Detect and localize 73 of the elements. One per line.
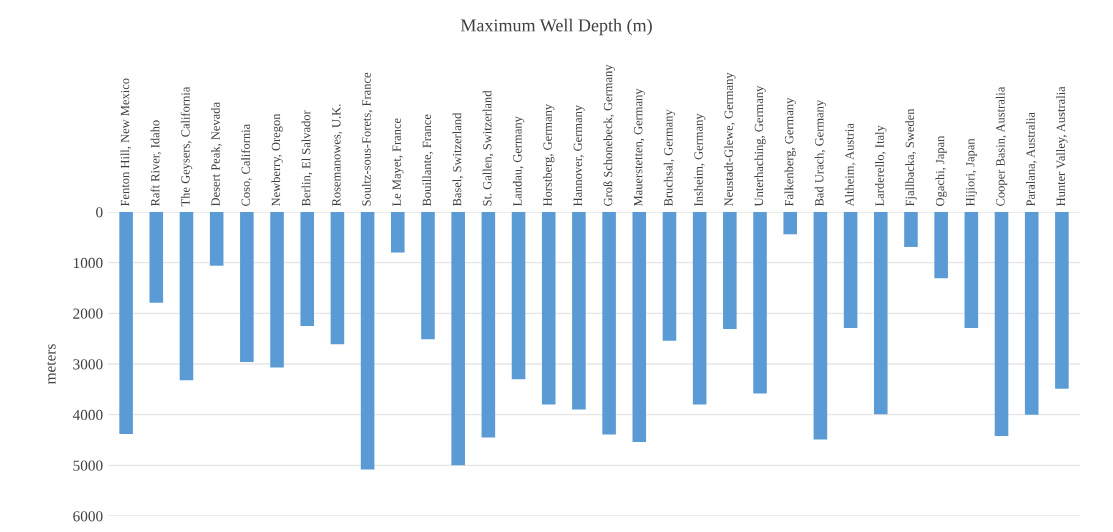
x-tick-label: Groß Schonebeck, Germany	[603, 64, 615, 206]
bar	[753, 212, 767, 394]
x-tick-label: Mauerstetten, Germany	[633, 88, 645, 207]
x-tick-label: Bruchsal, Germany	[663, 109, 676, 207]
y-tick-label: 0	[96, 207, 103, 218]
bar	[209, 212, 224, 266]
x-tick-label: Soultz-sous-Forets, France	[361, 72, 373, 206]
bar	[451, 212, 465, 466]
x-tick-label: Fjallbacka, Sweden	[905, 108, 917, 207]
bar	[481, 212, 496, 438]
bar	[179, 212, 194, 381]
chart-title: Maximum Well Depth (m)	[460, 18, 652, 36]
x-tick-label: The Geysers, California	[180, 86, 193, 207]
y-axis-title: meters	[46, 344, 56, 385]
x-tick-label: Landau, Germany	[512, 116, 525, 207]
bar	[511, 212, 526, 380]
x-tick-label: Paralana, Australia	[1026, 112, 1037, 207]
bar	[330, 212, 345, 345]
x-tick-label: Insheim, Germany	[693, 113, 706, 206]
y-tick-label: 6000	[73, 511, 103, 522]
bar	[572, 212, 586, 410]
bar	[391, 212, 405, 253]
bar	[421, 212, 435, 340]
bar	[964, 212, 979, 329]
x-tick-label: Bad Urach, Germany	[814, 99, 827, 207]
bar	[723, 212, 737, 330]
y-tick-label: 2000	[73, 308, 103, 319]
bar	[783, 212, 797, 235]
x-tick-label: Falkenberg, Germany	[784, 97, 796, 207]
x-tick-label: Hannover, Germany	[573, 104, 585, 207]
x-tick-label: Raft River, Idaho	[150, 120, 162, 207]
bar	[904, 212, 918, 247]
bar	[994, 212, 1009, 436]
bar	[360, 212, 375, 470]
bar	[632, 212, 647, 443]
x-tick-label: Hunter Valley, Australia	[1056, 86, 1068, 207]
x-tick-label: Horstberg, Germany	[543, 103, 555, 207]
bar	[662, 212, 677, 341]
bar	[1024, 212, 1039, 415]
bar	[843, 212, 858, 329]
x-tick-label: St. Gallen, Switzerland	[482, 90, 494, 206]
x-tick-label: Neustadt-Glewe, Germany	[724, 72, 736, 207]
bar	[270, 212, 284, 368]
x-tick-label: Ogachi, Japan	[935, 135, 947, 206]
bar	[541, 212, 556, 405]
x-tick-label: Larderello, Italy	[875, 125, 887, 207]
x-tick-label: Unterhaching, Germany	[754, 85, 766, 207]
bar	[873, 212, 888, 415]
bar	[602, 212, 616, 435]
x-tick-label: Fenton Hill, New Mexico	[120, 78, 132, 207]
x-tick-label: Berlin, El Salvador	[301, 110, 313, 207]
x-tick-label: Altheim, Austria	[844, 123, 856, 207]
bar	[1055, 212, 1069, 389]
bar	[240, 212, 254, 362]
y-tick-label: 5000	[73, 460, 103, 471]
y-tick-label: 3000	[73, 359, 103, 370]
x-tick-label: Le Mayet, France	[392, 118, 404, 207]
x-tick-label: Basel, Switzerland	[452, 112, 464, 207]
x-tick-label: Hijiori, Japan	[966, 138, 977, 207]
bar	[300, 212, 315, 326]
bar	[813, 212, 828, 440]
x-tick-label: Coso, California	[241, 123, 252, 206]
x-tick-label: Cooper Basin, Australia	[995, 86, 1008, 206]
y-tick-label: 1000	[73, 257, 103, 269]
y-tick-label: 4000	[72, 409, 103, 421]
bar	[119, 212, 133, 434]
bar	[149, 212, 164, 303]
x-tick-label: Bouillante, France	[422, 114, 433, 207]
x-tick-label: Desert Peak, Nevada	[211, 102, 222, 207]
x-tick-label: Newberry, Oregon	[271, 113, 283, 207]
bar	[692, 212, 707, 405]
bar	[934, 212, 948, 279]
x-tick-label: Rosemanowes, U.K.	[332, 104, 343, 207]
